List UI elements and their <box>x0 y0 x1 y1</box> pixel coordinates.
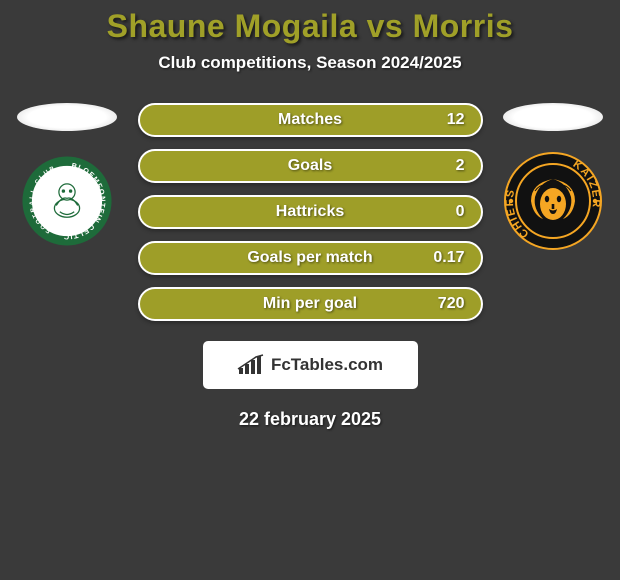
stat-bar: Hattricks 0 <box>138 195 483 229</box>
flag-left-icon <box>17 103 117 131</box>
date-text: 22 february 2025 <box>0 409 620 430</box>
brand-prefix: Fc <box>271 355 291 374</box>
stat-value: 12 <box>447 111 465 129</box>
stat-label: Goals <box>288 157 332 175</box>
stat-bar: Goals 2 <box>138 149 483 183</box>
flag-right-icon <box>503 103 603 131</box>
kaizer-chiefs-crest-icon: KAIZER CHIEFS <box>503 151 603 251</box>
bloemfontein-celtic-crest-icon: BLOEMFONTEIN CELTIC FOOTBALL CLUB <box>17 156 117 246</box>
club-crest-right: KAIZER CHIEFS <box>503 156 603 246</box>
stat-label: Min per goal <box>263 295 357 313</box>
right-column: KAIZER CHIEFS <box>501 103 606 246</box>
subtitle: Club competitions, Season 2024/2025 <box>0 53 620 73</box>
brand-text: FcTables.com <box>271 355 383 375</box>
stat-label: Matches <box>278 111 342 129</box>
brand-suffix: Tables.com <box>291 355 383 374</box>
club-crest-left: BLOEMFONTEIN CELTIC FOOTBALL CLUB <box>17 156 117 246</box>
left-column: BLOEMFONTEIN CELTIC FOOTBALL CLUB <box>15 103 120 246</box>
comparison-card: Shaune Mogaila vs Morris Club competitio… <box>0 0 620 430</box>
main-row: BLOEMFONTEIN CELTIC FOOTBALL CLUB <box>0 103 620 321</box>
chart-icon <box>237 354 265 376</box>
stat-label: Goals per match <box>247 249 372 267</box>
stat-value: 2 <box>456 157 465 175</box>
stat-value: 0.17 <box>433 249 464 267</box>
page-title: Shaune Mogaila vs Morris <box>0 8 620 45</box>
stat-label: Hattricks <box>276 203 344 221</box>
stat-bar: Matches 12 <box>138 103 483 137</box>
stat-bar: Goals per match 0.17 <box>138 241 483 275</box>
stat-bar: Min per goal 720 <box>138 287 483 321</box>
stat-value: 0 <box>456 203 465 221</box>
stat-value: 720 <box>438 295 465 313</box>
brand-box: FcTables.com <box>203 341 418 389</box>
stats-list: Matches 12 Goals 2 Hattricks 0 Goals per… <box>138 103 483 321</box>
